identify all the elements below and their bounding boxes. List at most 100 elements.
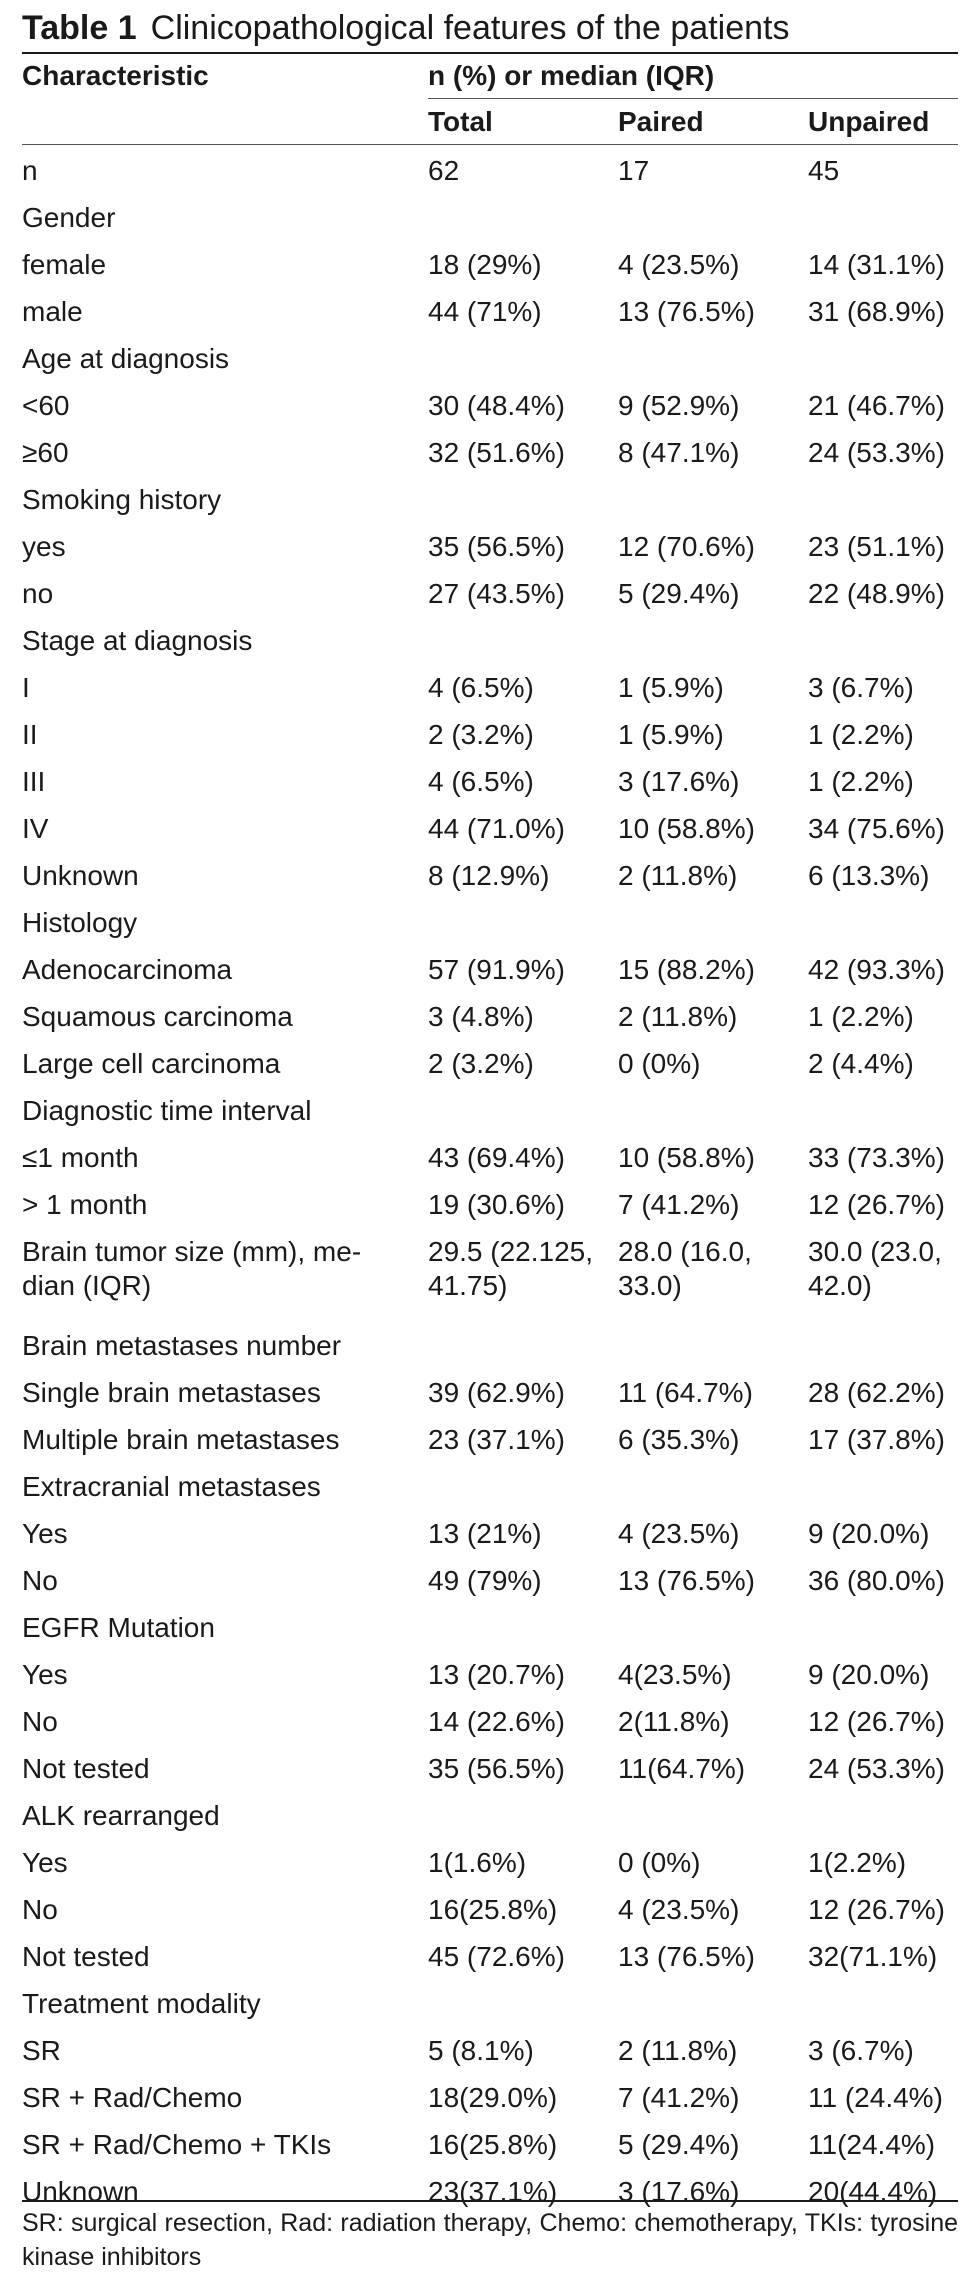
cell-total: 5 (8.1%) xyxy=(428,2035,534,2066)
cell-paired: 3 (17.6%) xyxy=(618,2176,740,2207)
row-label: Unknown xyxy=(22,2176,139,2207)
cell-paired: 4 (23.5%) xyxy=(618,249,740,280)
table-row: III 4 (6.5%) 3 (17.6%) 1 (2.2%) xyxy=(0,765,977,812)
cell-unpaired: 9 (20.0%) xyxy=(808,1518,930,1549)
table-row: No 49 (79%) 13 (76.5%) 36 (80.0%) xyxy=(0,1564,977,1611)
cell-total: 44 (71%) xyxy=(428,296,542,327)
cell-total: 13 (21%) xyxy=(428,1518,542,1549)
row-label: Gender xyxy=(22,202,116,233)
cell-unpaired: 11 (24.4%) xyxy=(808,2082,943,2113)
cell-total: 30 (48.4%) xyxy=(428,390,565,421)
cell-unpaired: 1(2.2%) xyxy=(808,1847,907,1878)
row-label: Not tested xyxy=(22,1941,150,1972)
cell-paired: 3 (17.6%) xyxy=(618,766,740,797)
table-row: No 14 (22.6%) 2(11.8%) 12 (26.7%) xyxy=(0,1705,977,1752)
cell-paired: 5 (29.4%) xyxy=(618,578,740,609)
row-label: Age at diagnosis xyxy=(22,343,230,374)
cell-paired: 10 (58.8%) xyxy=(618,813,755,844)
table-row: ≤1 month 43 (69.4%) 10 (58.8%) 33 (73.3%) xyxy=(0,1141,977,1188)
table-row: II 2 (3.2%) 1 (5.9%) 1 (2.2%) xyxy=(0,718,977,765)
header-paired: Paired xyxy=(618,106,704,137)
cell-unpaired: 9 (20.0%) xyxy=(808,1659,930,1690)
cell-paired: 4(23.5%) xyxy=(618,1659,732,1690)
cell-total: 4 (6.5%) xyxy=(428,766,534,797)
cell-unpaired: 28 (62.2%) xyxy=(808,1377,945,1408)
cell-paired: 2 (11.8%) xyxy=(618,860,738,891)
row-label: no xyxy=(22,578,54,609)
cell-paired: 2(11.8%) xyxy=(618,1706,730,1737)
cell-total: 23 (37.1%) xyxy=(428,1424,565,1455)
table-row: Adenocarcinoma 57 (91.9%) 15 (88.2%) 42 (93… xyxy=(0,953,977,1000)
cell-total: 3 (4.8%) xyxy=(428,1001,534,1032)
cell-paired: 1 (5.9%) xyxy=(618,719,724,750)
cell-total: 35 (56.5%) xyxy=(428,531,565,562)
row-label: ALK rearranged xyxy=(22,1800,220,1831)
bottom-rule xyxy=(22,2200,958,2202)
table-row: Brain tumor size (mm), me-dian (IQR) 29.5… xyxy=(0,1235,977,1329)
cell-paired: 1 (5.9%) xyxy=(618,672,724,703)
row-label: Diagnostic time interval xyxy=(22,1095,312,1126)
row-label: ≥60 xyxy=(22,437,69,468)
row-label: EGFR Mutation xyxy=(22,1612,215,1643)
row-label: Histology xyxy=(22,907,138,938)
cell-unpaired: 3 (6.7%) xyxy=(808,672,914,703)
cell-unpaired: 1 (2.2%) xyxy=(808,766,914,797)
cell-total: 23(37.1%) xyxy=(428,2176,558,2207)
row-label: Stage at diagnosis xyxy=(22,625,253,656)
row-label: Brain metastases number xyxy=(22,1330,342,1361)
cell-paired: 0 (0%) xyxy=(618,1847,701,1878)
cell-total: 29.5 (22.125, 41.75) xyxy=(428,1236,594,1301)
table-row: male 44 (71%) 13 (76.5%) 31 (68.9%) xyxy=(0,295,977,342)
table-caption: Clinicopathological features of the pati… xyxy=(150,9,790,47)
cell-total: 35 (56.5%) xyxy=(428,1753,565,1784)
cell-paired: 7 (41.2%) xyxy=(618,1189,740,1220)
table-row: Smoking history xyxy=(0,483,977,530)
cell-total: 16(25.8%) xyxy=(428,1894,558,1925)
cell-unpaired: 12 (26.7%) xyxy=(808,1189,945,1220)
cell-total: 39 (62.9%) xyxy=(428,1377,565,1408)
cell-paired: 12 (70.6%) xyxy=(618,531,755,562)
cell-unpaired: 23 (51.1%) xyxy=(808,531,945,562)
cell-unpaired: 12 (26.7%) xyxy=(808,1706,945,1737)
table-row: Gender xyxy=(0,201,977,248)
cell-paired: 0 (0%) xyxy=(618,1048,701,1079)
row-label: Adenocarcinoma xyxy=(22,954,233,985)
row-label: Unknown xyxy=(22,860,139,891)
cell-unpaired: 1 (2.2%) xyxy=(808,1001,914,1032)
cell-unpaired: 42 (93.3%) xyxy=(808,954,945,985)
cell-unpaired: 3 (6.7%) xyxy=(808,2035,914,2066)
cell-paired: 6 (35.3%) xyxy=(618,1424,740,1455)
row-label: ≤1 month xyxy=(22,1142,139,1173)
cell-paired: 5 (29.4%) xyxy=(618,2129,740,2160)
table-row: no 27 (43.5%) 5 (29.4%) 22 (48.9%) xyxy=(0,577,977,624)
header-characteristic: Characteristic xyxy=(22,60,209,91)
table-row: Squamous carcinoma 3 (4.8%) 2 (11.8%) 1 (2.… xyxy=(0,1000,977,1047)
table-row: Not tested 35 (56.5%) 11(64.7%) 24 (53.3%) xyxy=(0,1752,977,1799)
cell-total: 1(1.6%) xyxy=(428,1847,527,1878)
cell-unpaired: 45 xyxy=(808,155,840,186)
cell-unpaired: 21 (46.7%) xyxy=(808,390,945,421)
header-group: n (%) or median (IQR) xyxy=(428,60,715,91)
cell-total: 8 (12.9%) xyxy=(428,860,550,891)
table-row: SR + Rad/Chemo + TKIs 16(25.8%) 5 (29.4%) 1… xyxy=(0,2128,977,2175)
cell-total: 27 (43.5%) xyxy=(428,578,565,609)
row-label: SR xyxy=(22,2035,61,2066)
row-label: SR + Rad/Chemo xyxy=(22,2082,243,2113)
table-row: Large cell carcinoma 2 (3.2%) 0 (0%) 2 (4.4… xyxy=(0,1047,977,1094)
cell-total: 44 (71.0%) xyxy=(428,813,565,844)
cell-total: 18 (29%) xyxy=(428,249,542,280)
top-rule xyxy=(22,52,958,54)
table-row: Diagnostic time interval xyxy=(0,1094,977,1141)
row-label: IV xyxy=(22,813,49,844)
cell-paired: 13 (76.5%) xyxy=(618,296,755,327)
row-label: Squamous carcinoma xyxy=(22,1001,293,1032)
row-label: Multiple brain metastases xyxy=(22,1424,340,1455)
table-row: Yes 1(1.6%) 0 (0%) 1(2.2%) xyxy=(0,1846,977,1893)
header-total: Total xyxy=(428,106,493,137)
row-label: <60 xyxy=(22,390,70,421)
table-row: female 18 (29%) 4 (23.5%) 14 (31.1%) xyxy=(0,248,977,295)
row-label: Large cell carcinoma xyxy=(22,1048,281,1079)
table-row: No 16(25.8%) 4 (23.5%) 12 (26.7%) xyxy=(0,1893,977,1940)
row-label: n xyxy=(22,155,38,186)
header-unpaired: Unpaired xyxy=(808,106,930,137)
